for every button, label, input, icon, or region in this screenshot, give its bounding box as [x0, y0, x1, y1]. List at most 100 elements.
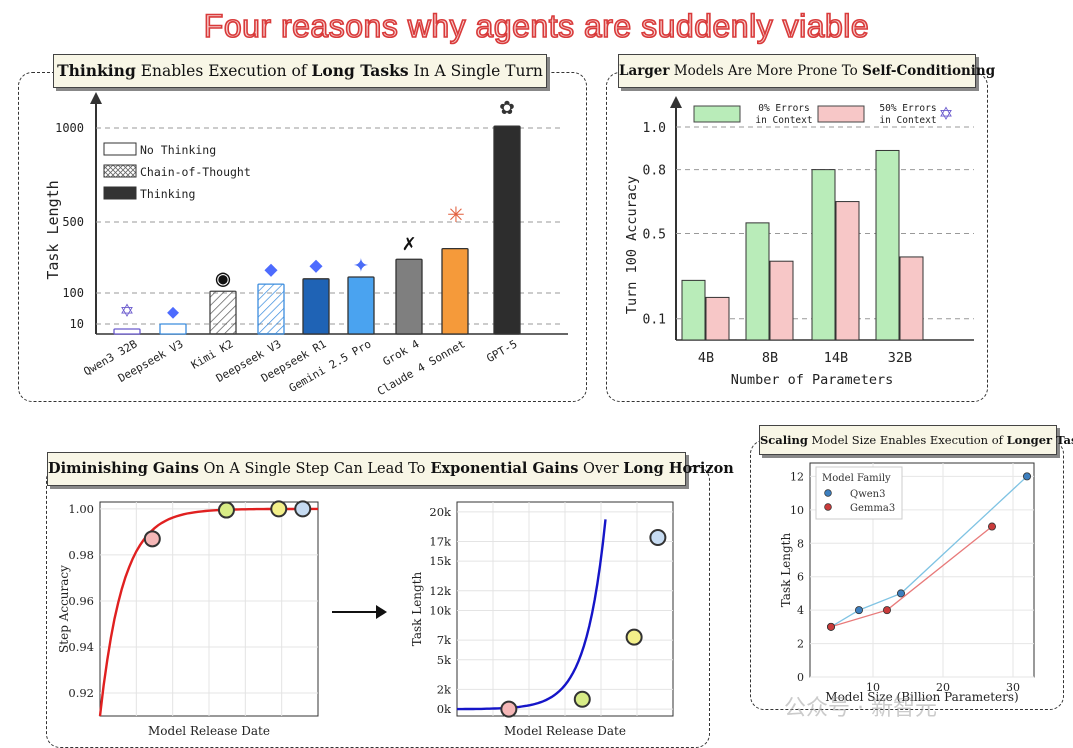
bar — [209, 290, 237, 335]
series-line — [457, 519, 607, 711]
deepseek-logo-icon: ◆ — [167, 299, 179, 323]
bar — [113, 328, 141, 335]
deepseek-logo-icon: ◆ — [309, 253, 323, 278]
data-point — [987, 522, 996, 531]
y-tick-label: 0.94 — [68, 640, 94, 654]
y-axis-arrow — [670, 96, 682, 108]
data-point — [500, 700, 518, 718]
data-point — [649, 529, 667, 547]
bar — [302, 278, 330, 335]
legend-label: in Context — [879, 115, 936, 126]
bar — [811, 169, 836, 341]
title-part: Long Horizon — [623, 460, 734, 477]
y-tick-label: 0.5 — [643, 228, 666, 243]
arrow-right-icon — [332, 605, 387, 619]
main-title: Four reasons why agents are suddenly via… — [203, 7, 870, 45]
y-tick-label: 500 — [62, 215, 84, 229]
y-tick-label: 20k — [429, 505, 452, 519]
legend-swatch — [817, 105, 865, 123]
bar — [493, 125, 521, 335]
x-tick-label: GPT-5 — [484, 337, 519, 365]
y-tick-label: 2 — [797, 638, 804, 651]
legend-label: 50% Errors — [879, 103, 936, 114]
chart-task-length-exponential: 0k 2k 5k 7k 10k 12k 15k 17k 20k Model Release Dat… — [410, 501, 674, 738]
y-tick-label: 1.00 — [68, 502, 94, 516]
title-part: Thinking — [57, 61, 136, 80]
y-axis-label: Task Length — [779, 532, 793, 607]
legend-label: Gemma3 — [850, 503, 895, 514]
legend-title: Model Family — [822, 473, 891, 484]
y-tick-label: 15k — [429, 554, 452, 568]
y-tick-label: 10k — [429, 603, 452, 617]
legend-label: No Thinking — [140, 143, 216, 157]
x-tick-label: 14B — [824, 350, 848, 366]
legend-swatch — [103, 164, 137, 178]
bar — [899, 256, 924, 341]
bar — [705, 296, 730, 341]
x-tick-label: 20 — [936, 681, 950, 694]
bar — [441, 247, 469, 335]
x-axis-label: Model Release Date — [148, 724, 270, 738]
bar — [681, 279, 706, 341]
title-part: Larger — [619, 63, 670, 79]
panel-self-conditioning-title: Larger Models Are More Prone To Self-Con… — [618, 54, 995, 88]
bar — [769, 260, 794, 341]
y-tick-label: 8 — [797, 537, 804, 550]
x-tick-label: 10 — [866, 681, 880, 694]
claude-logo-icon: ✳ — [448, 196, 465, 229]
qwen-logo-icon: ✡ — [939, 101, 952, 126]
x-tick-label: 32B — [888, 350, 912, 366]
bar — [745, 222, 770, 341]
y-tick-label: 12k — [429, 584, 452, 598]
data-point — [827, 622, 836, 631]
y-tick-label: 0.98 — [68, 548, 94, 562]
title-part: Exponential Gains — [425, 460, 579, 477]
y-tick-label: 0.92 — [68, 686, 94, 700]
bar — [159, 323, 187, 335]
data-point — [1022, 472, 1031, 481]
bar — [395, 258, 423, 335]
data-point — [143, 530, 161, 548]
title-part: Diminishing Gains — [48, 460, 199, 477]
x-axis-label: Model Release Date — [504, 724, 626, 738]
bar — [835, 201, 860, 341]
y-tick-label: 10 — [70, 317, 84, 331]
y-tick-label: 6 — [797, 571, 804, 584]
title-part: Model Size Enables Execution of — [807, 433, 1007, 447]
title-part: Can Lead To — [333, 461, 426, 477]
data-point — [855, 606, 864, 615]
title-part: Enables Execution of — [135, 62, 312, 80]
y-axis-label: Step Accuracy — [57, 565, 71, 653]
title-part: Longer Tasks — [1006, 433, 1073, 447]
qwen-logo-icon: ✡ — [120, 298, 133, 323]
y-tick-label: 100 — [62, 286, 84, 300]
watermark-text: 公众号 · 新智元 — [784, 696, 937, 721]
bar — [347, 276, 375, 335]
x-tick-label: 8B — [762, 350, 778, 366]
data-point — [270, 500, 288, 518]
data-point — [217, 501, 235, 519]
y-axis-label: Task Length — [410, 571, 424, 646]
legend-label: 0% Errors — [758, 103, 809, 114]
bar — [257, 283, 285, 335]
chart-model-size: 10 20 30 0 2 4 6 8 10 12 Model Family Qwen3 Gemma3 Mo… — [779, 462, 1035, 704]
y-tick-label: 4 — [797, 604, 804, 617]
panel-thinking-title: Thinking Enables Execution of Long Tasks… — [53, 54, 547, 88]
data-point — [625, 628, 643, 646]
legend-marker — [824, 489, 832, 497]
series-line — [830, 475, 1028, 628]
legend-swatch — [103, 142, 137, 156]
bar — [875, 149, 900, 341]
data-point — [294, 500, 312, 518]
chart-step-accuracy: 0.92 0.94 0.96 0.98 1.00 Model Release Date St… — [57, 500, 319, 738]
legend-label: Qwen3 — [850, 489, 885, 500]
x-tick-label: 30 — [1006, 681, 1020, 694]
y-tick-label: 0 — [797, 671, 804, 684]
legend-marker — [824, 503, 832, 511]
y-tick-label: 1000 — [55, 121, 84, 135]
panel-scaling-title: Scaling Model Size Enables Execution of … — [759, 425, 1073, 455]
data-point — [882, 606, 891, 615]
legend-label: Thinking — [140, 187, 195, 201]
x-tick-label: 4B — [698, 350, 714, 366]
chart-turn-accuracy: 0.1 0.5 0.8 1.0 Turn 100 Accuracy Number of P… — [624, 96, 974, 388]
